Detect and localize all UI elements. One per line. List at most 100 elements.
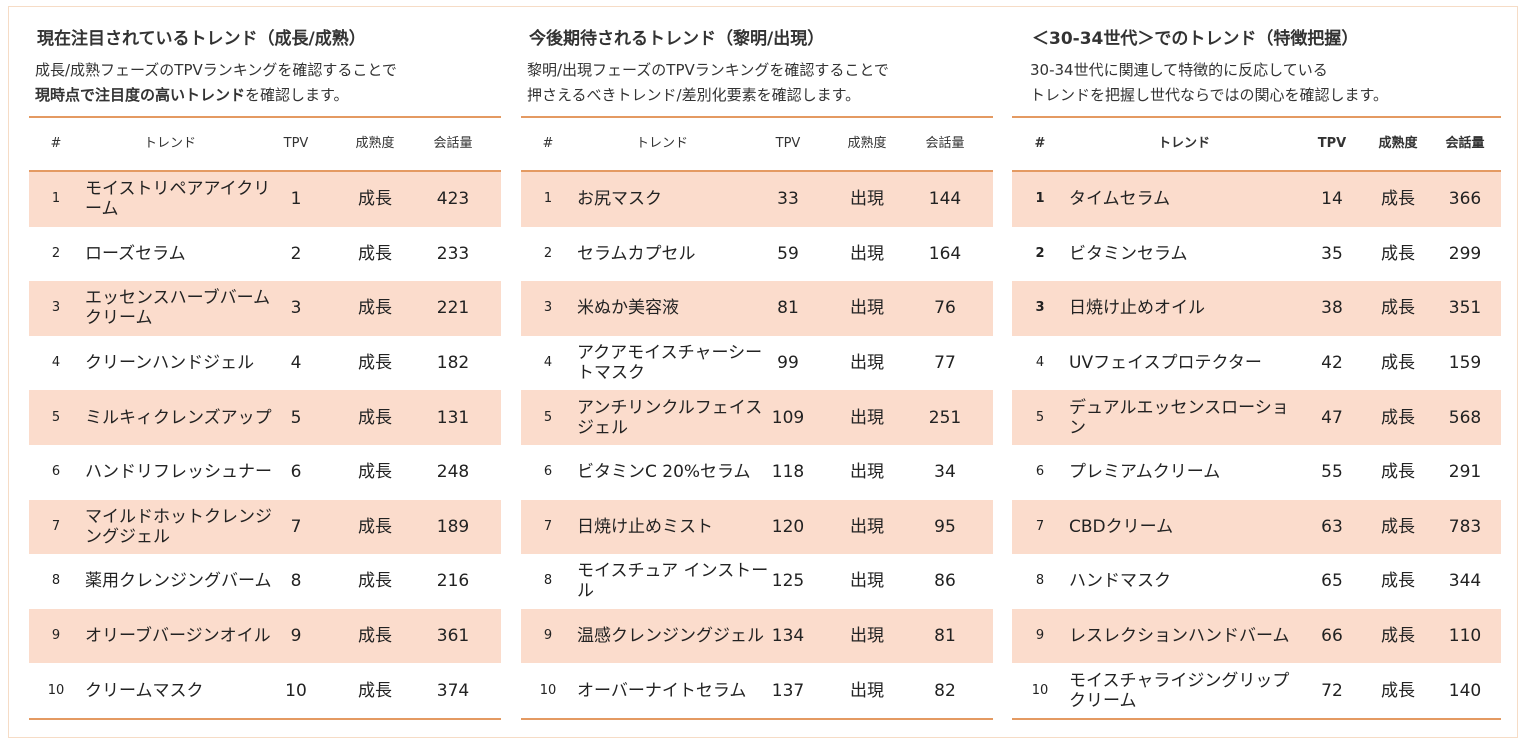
tpv-cell: 35 (1321, 243, 1343, 264)
header-rank: # (542, 136, 554, 151)
trend-name-cell: 薬用クレンジングバーム (85, 571, 272, 592)
rank-cell: 10 (1031, 682, 1049, 698)
table-row: 5 アンチリンクルフェイスジェル 109 出現 251 (521, 390, 993, 445)
maturity-cell: 成長 (1381, 571, 1415, 592)
maturity-cell: 成長 (358, 243, 392, 264)
header-trend: トレンド (635, 136, 688, 151)
header-bottom-rule (1012, 170, 1501, 172)
maturity-cell: 成長 (358, 680, 392, 701)
maturity-cell: 成長 (1381, 626, 1415, 647)
table-row: 8 薬用クレンジングバーム 8 成長 216 (29, 554, 501, 609)
table-body: 1 お尻マスク 33 出現 144 2 セラムカプセル 59 出現 164 3 米ぬか美容液 81 出現 7… (521, 172, 993, 718)
volume-cell: 291 (1448, 462, 1482, 483)
header-maturity: 成熟度 (355, 136, 395, 151)
maturity-cell: 出現 (850, 626, 884, 647)
trend-name-cell: モイスチュア インストール (577, 561, 769, 602)
volume-cell: 189 (436, 516, 470, 537)
volume-cell: 164 (928, 243, 962, 264)
tpv-cell: 8 (290, 571, 302, 592)
header-top-rule (521, 116, 993, 118)
table-row: 10 オーバーナイトセラム 137 出現 82 (521, 663, 993, 718)
trend-name-cell: デュアルエッセンスローション (1069, 397, 1289, 438)
rank-cell: 1 (543, 191, 553, 207)
maturity-cell: 成長 (1381, 680, 1415, 701)
header-top-rule (29, 116, 501, 118)
rank-cell: 2 (543, 245, 553, 261)
table-row: 10 モイスチャライジングリップクリーム 72 成長 140 (1012, 663, 1501, 718)
maturity-cell: 出現 (850, 571, 884, 592)
maturity-cell: 成長 (1381, 298, 1415, 319)
tpv-cell: 55 (1321, 462, 1343, 483)
rank-cell: 8 (51, 573, 61, 589)
description-line-2: トレンドを把握し世代ならではの関心を確認します。 (1030, 83, 1388, 108)
trend-name-cell: ハンドリフレッシュナー (85, 462, 272, 483)
header-volume: 会話量 (925, 136, 965, 151)
maturity-cell: 成長 (1381, 189, 1415, 210)
header-maturity: 成熟度 (1378, 136, 1418, 151)
maturity-cell: 成長 (358, 189, 392, 210)
tpv-cell: 38 (1321, 298, 1343, 319)
rank-cell: 9 (543, 628, 553, 644)
tpv-cell: 9 (290, 626, 302, 647)
volume-cell: 95 (934, 516, 956, 537)
volume-cell: 251 (928, 407, 962, 428)
maturity-cell: 出現 (850, 680, 884, 701)
trend-name-cell: 日焼け止めミスト (577, 516, 713, 537)
header-volume: 会話量 (1445, 136, 1485, 151)
rank-cell: 4 (51, 355, 61, 371)
volume-cell: 344 (1448, 571, 1482, 592)
tpv-cell: 5 (290, 407, 302, 428)
header-top-rule (1012, 116, 1501, 118)
panel-description: 成長/成熟フェーズのTPVランキングを確認することで 現時点で注目度の高いトレン… (35, 58, 397, 108)
table-row: 8 ハンドマスク 65 成長 344 (1012, 554, 1501, 609)
panel-description: 黎明/出現フェーズのTPVランキングを確認することで 押さえるべきトレンド/差別… (527, 58, 889, 108)
rank-cell: 9 (1035, 628, 1045, 644)
table-body: 1 モイストリペアアイクリーム 1 成長 423 2 ローズセラム 2 成長 233 3 エッセンスハ… (29, 172, 501, 718)
volume-cell: 568 (1448, 407, 1482, 428)
rank-cell: 9 (51, 628, 61, 644)
volume-cell: 783 (1448, 516, 1482, 537)
rank-cell: 4 (1035, 355, 1045, 371)
volume-cell: 144 (928, 189, 962, 210)
table-row: 2 ローズセラム 2 成長 233 (29, 227, 501, 282)
rank-cell: 10 (47, 682, 65, 698)
panel-title: 今後期待されるトレンド（黎明/出現） (529, 29, 825, 49)
trend-name-cell: プレミアムクリーム (1069, 462, 1221, 483)
header-tpv: TPV (775, 136, 801, 151)
description-line-1: 成長/成熟フェーズのTPVランキングを確認することで (35, 61, 397, 79)
tpv-cell: 1 (290, 189, 302, 210)
rank-cell: 1 (1035, 191, 1045, 207)
tpv-cell: 72 (1321, 680, 1343, 701)
trend-name-cell: オーバーナイトセラム (577, 680, 747, 701)
rank-cell: 6 (1035, 464, 1045, 480)
maturity-cell: 成長 (1381, 516, 1415, 537)
table-row: 4 アクアモイスチャーシートマスク 99 出現 77 (521, 336, 993, 391)
trend-name-cell: セラムカプセル (577, 243, 696, 264)
maturity-cell: 成長 (1381, 353, 1415, 374)
volume-cell: 221 (436, 298, 470, 319)
table-row: 1 モイストリペアアイクリーム 1 成長 423 (29, 172, 501, 227)
maturity-cell: 出現 (850, 516, 884, 537)
table-row: 5 ミルキィクレンズアップ 5 成長 131 (29, 390, 501, 445)
table-row: 7 日焼け止めミスト 120 出現 95 (521, 499, 993, 555)
tpv-cell: 10 (285, 680, 307, 701)
maturity-cell: 出現 (850, 407, 884, 428)
description-line-1: 30-34世代に関連して特徴的に反応している (1030, 61, 1328, 79)
table-row: 2 セラムカプセル 59 出現 164 (521, 227, 993, 282)
rank-cell: 1 (51, 191, 61, 207)
maturity-cell: 出現 (850, 353, 884, 374)
volume-cell: 374 (436, 680, 470, 701)
rank-cell: 6 (51, 464, 61, 480)
slide-frame (8, 6, 1518, 738)
panel-description: 30-34世代に関連して特徴的に反応している トレンドを把握し世代ならではの関心… (1030, 58, 1388, 108)
trend-name-cell: オリーブバージンオイル (85, 626, 271, 647)
trend-name-cell: ミルキィクレンズアップ (85, 407, 272, 428)
trend-name-cell: ビタミンセラム (1069, 243, 1188, 264)
maturity-cell: 成長 (358, 516, 392, 537)
table-body: 1 タイムセラム 14 成長 366 2 ビタミンセラム 35 成長 299 3 日焼け止めオイル 38… (1012, 172, 1501, 718)
panel-title: ＜30-34世代＞でのトレンド（特徴把握） (1032, 29, 1359, 49)
header-volume: 会話量 (433, 136, 473, 151)
table-row: 9 温感クレンジングジェル 134 出現 81 (521, 608, 993, 664)
tpv-cell: 118 (771, 462, 805, 483)
trend-name-cell: クリーンハンドジェル (85, 353, 255, 374)
